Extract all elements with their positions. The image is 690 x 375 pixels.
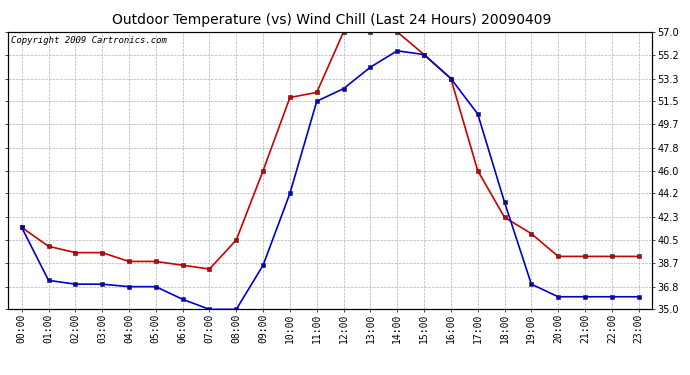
Text: Copyright 2009 Cartronics.com: Copyright 2009 Cartronics.com: [12, 36, 168, 45]
Text: Outdoor Temperature (vs) Wind Chill (Last 24 Hours) 20090409: Outdoor Temperature (vs) Wind Chill (Las…: [112, 13, 551, 27]
